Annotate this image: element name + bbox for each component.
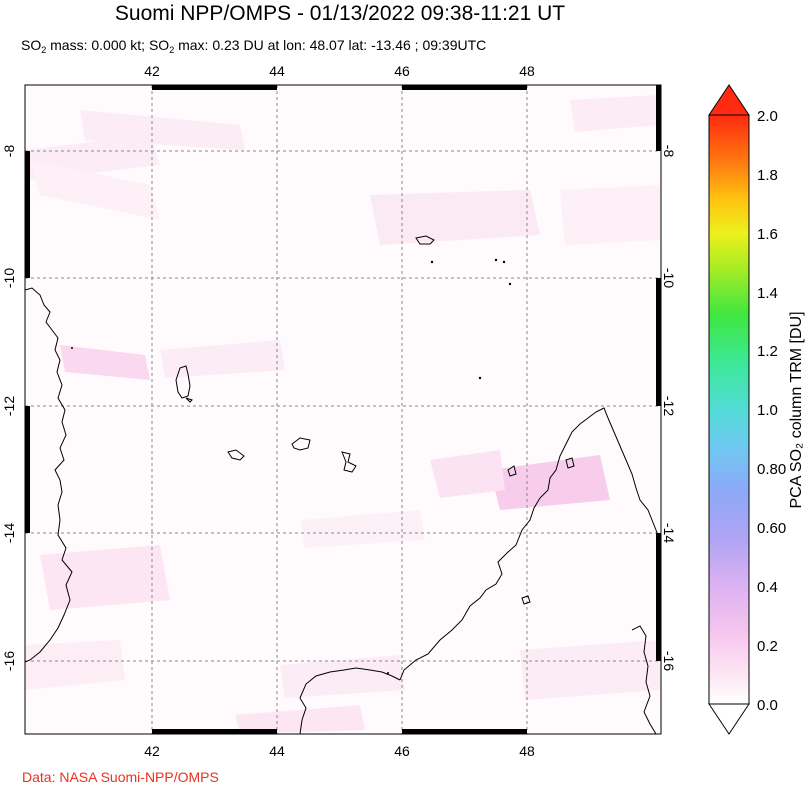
cb-label-2.0: 2.0 <box>757 108 778 125</box>
cb-label-1.2: 1.2 <box>757 343 778 360</box>
cb-label-0.4: 0.4 <box>757 579 778 596</box>
islet-coast-3 <box>565 457 575 469</box>
madagascar-west-coast <box>299 667 401 734</box>
lon-label-bottom-46: 46 <box>394 743 410 759</box>
summary-subscript-1: 2 <box>41 45 47 55</box>
so2-summary: SO2 mass: 0.000 kt; SO2 max: 0.23 DU at … <box>21 36 487 55</box>
colorbar-top-arrow <box>708 84 750 116</box>
lat-label-right-16: -16 <box>661 651 677 671</box>
lon-label-top-48: 48 <box>519 63 535 79</box>
nosy-be-coast <box>521 595 531 605</box>
mayotte-coast <box>341 451 357 473</box>
anjouan-coast <box>291 437 311 451</box>
lat-label-left-8: -8 <box>1 145 17 158</box>
lat-label-right-8: -8 <box>661 145 677 158</box>
madagascar-east-coast <box>631 625 657 734</box>
lon-label-top-44: 44 <box>269 63 285 79</box>
lat-label-right-10: -10 <box>661 268 677 288</box>
so2-swaths <box>25 95 660 734</box>
lat-label-left-10: -10 <box>1 268 17 288</box>
summary-mid: mass: 0.000 kt; SO <box>46 37 170 53</box>
islets <box>71 258 512 674</box>
frame-bars <box>25 85 661 734</box>
cb-label-1.6: 1.6 <box>757 226 778 243</box>
cb-label-1.4: 1.4 <box>757 285 778 302</box>
lat-label-left-16: -16 <box>1 651 17 671</box>
grande-comore-coast <box>175 365 191 399</box>
aldabra-coast <box>415 235 435 245</box>
colorbar-bottom-arrow <box>708 703 750 735</box>
lon-label-top-46: 46 <box>394 63 410 79</box>
summary-subscript-2: 2 <box>169 45 175 55</box>
cb-label-0.80: 0.80 <box>757 461 786 478</box>
islet-coast-2 <box>507 465 517 477</box>
lat-label-right-14: -14 <box>661 523 677 543</box>
lon-label-bottom-44: 44 <box>269 743 285 759</box>
moheli-coast <box>227 449 245 461</box>
colorbar-title: PCA SO₂ column TRM [DU] <box>788 311 805 508</box>
lon-label-bottom-42: 42 <box>144 743 160 759</box>
summary-prefix: SO <box>21 37 42 53</box>
summary-rest: max: 0.23 DU at lon: 48.07 lat: -13.46 ;… <box>174 37 487 53</box>
coastlines <box>25 235 661 734</box>
gridlines <box>25 85 661 734</box>
colorbar-bar <box>708 114 750 705</box>
data-credit: Data: NASA Suomi-NPP/OMPS <box>22 769 219 785</box>
islet-coast <box>185 397 193 403</box>
madagascar-north-coast <box>399 407 661 681</box>
lat-label-left-12: -12 <box>1 396 17 416</box>
lat-label-left-14: -14 <box>1 523 17 543</box>
colorbar <box>708 84 750 735</box>
cb-label-1.0: 1.0 <box>757 402 778 419</box>
lat-label-right-12: -12 <box>661 396 677 416</box>
lon-label-top-42: 42 <box>144 63 160 79</box>
cb-label-0.2: 0.2 <box>757 638 778 655</box>
lon-label-bottom-48: 48 <box>519 743 535 759</box>
cb-label-0.0: 0.0 <box>757 697 778 714</box>
map-title: Suomi NPP/OMPS - 01/13/2022 09:38-11:21 … <box>114 2 566 25</box>
mozambique-coastline <box>25 287 73 663</box>
cb-label-1.8: 1.8 <box>757 167 778 184</box>
cb-label-0.60: 0.60 <box>757 520 786 537</box>
